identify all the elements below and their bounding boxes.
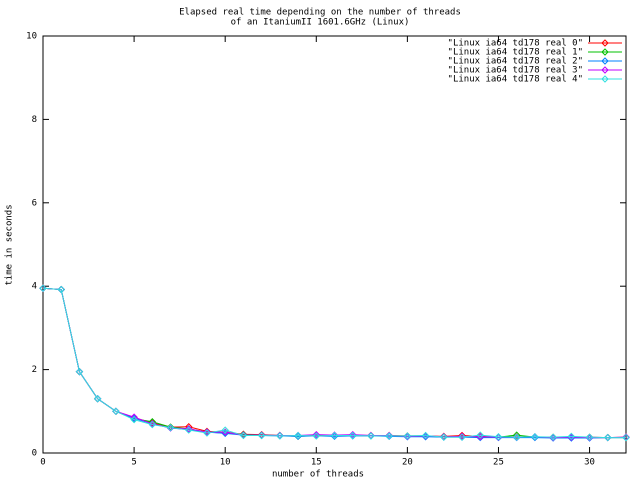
data-point xyxy=(130,415,138,424)
data-point xyxy=(476,431,484,439)
chart-subtitle: of an ItaniumII 1601.6GHz (Linux) xyxy=(231,18,410,28)
y-axis-label: time in seconds xyxy=(5,204,15,285)
plot-frame xyxy=(42,35,627,454)
data-point xyxy=(93,395,102,403)
data-point xyxy=(276,432,284,440)
x-tick-label: 20 xyxy=(402,458,413,468)
data-point xyxy=(349,431,357,440)
legend-label: "Linux ia64 td178 real 1" xyxy=(448,48,583,58)
data-point xyxy=(403,432,412,440)
data-point xyxy=(385,432,393,440)
data-point xyxy=(39,284,47,292)
x-axis-label: number of threads xyxy=(272,470,364,480)
data-point xyxy=(440,433,448,441)
chart-title: Elapsed real time depending on the numbe… xyxy=(179,8,461,18)
y-tick-label: 2 xyxy=(32,365,37,375)
data-point xyxy=(75,367,84,376)
legend-marker xyxy=(601,39,609,47)
x-tick-label: 10 xyxy=(220,458,231,468)
series-line xyxy=(42,287,626,439)
data-point xyxy=(585,433,594,441)
series-line xyxy=(42,287,626,439)
data-point xyxy=(567,432,576,441)
legend-marker xyxy=(601,48,609,56)
x-tick-label: 0 xyxy=(40,458,45,468)
data-point xyxy=(239,431,248,440)
data-point xyxy=(185,426,193,434)
data-point xyxy=(166,423,175,432)
x-tick-label: 15 xyxy=(311,458,322,468)
data-point xyxy=(458,432,466,441)
data-point xyxy=(549,433,557,441)
data-point xyxy=(512,433,521,441)
y-tick-label: 0 xyxy=(32,449,37,459)
data-point xyxy=(494,433,503,441)
data-point xyxy=(221,426,229,434)
data-point xyxy=(148,420,157,429)
data-point xyxy=(203,428,211,436)
y-tick-label: 8 xyxy=(32,115,37,125)
series-line xyxy=(42,287,626,439)
legend-label: "Linux ia64 td178 real 0" xyxy=(448,39,583,49)
data-point xyxy=(203,427,211,436)
x-tick-label: 25 xyxy=(493,458,504,468)
data-point xyxy=(257,431,266,440)
data-point xyxy=(203,429,211,437)
data-point xyxy=(421,431,430,440)
data-point xyxy=(57,285,65,294)
y-tick-label: 10 xyxy=(26,32,37,42)
legend-marker xyxy=(601,66,609,74)
x-tick-label: 5 xyxy=(131,458,136,468)
data-point xyxy=(312,430,320,439)
legend-marker xyxy=(601,75,609,83)
series-line xyxy=(42,287,627,439)
data-point xyxy=(294,431,302,440)
y-tick-label: 4 xyxy=(32,282,37,292)
data-point xyxy=(458,433,466,441)
data-point xyxy=(148,420,157,428)
data-point xyxy=(312,432,320,440)
data-point xyxy=(367,432,375,440)
data-point xyxy=(349,430,357,439)
legend-marker xyxy=(601,57,609,65)
data-point xyxy=(458,431,466,440)
legend-label: "Linux ia64 td178 real 4" xyxy=(448,75,583,85)
x-tick-label: 30 xyxy=(584,458,595,468)
series-line xyxy=(42,287,627,439)
data-point xyxy=(531,433,539,441)
y-tick-label: 6 xyxy=(32,198,37,208)
data-point xyxy=(185,425,193,433)
legend-label: "Linux ia64 td178 real 2" xyxy=(448,57,583,67)
data-point xyxy=(330,431,339,440)
legend-label: "Linux ia64 td178 real 3" xyxy=(448,66,583,76)
data-point xyxy=(604,433,612,442)
data-point xyxy=(112,407,120,416)
data-point xyxy=(622,433,630,442)
